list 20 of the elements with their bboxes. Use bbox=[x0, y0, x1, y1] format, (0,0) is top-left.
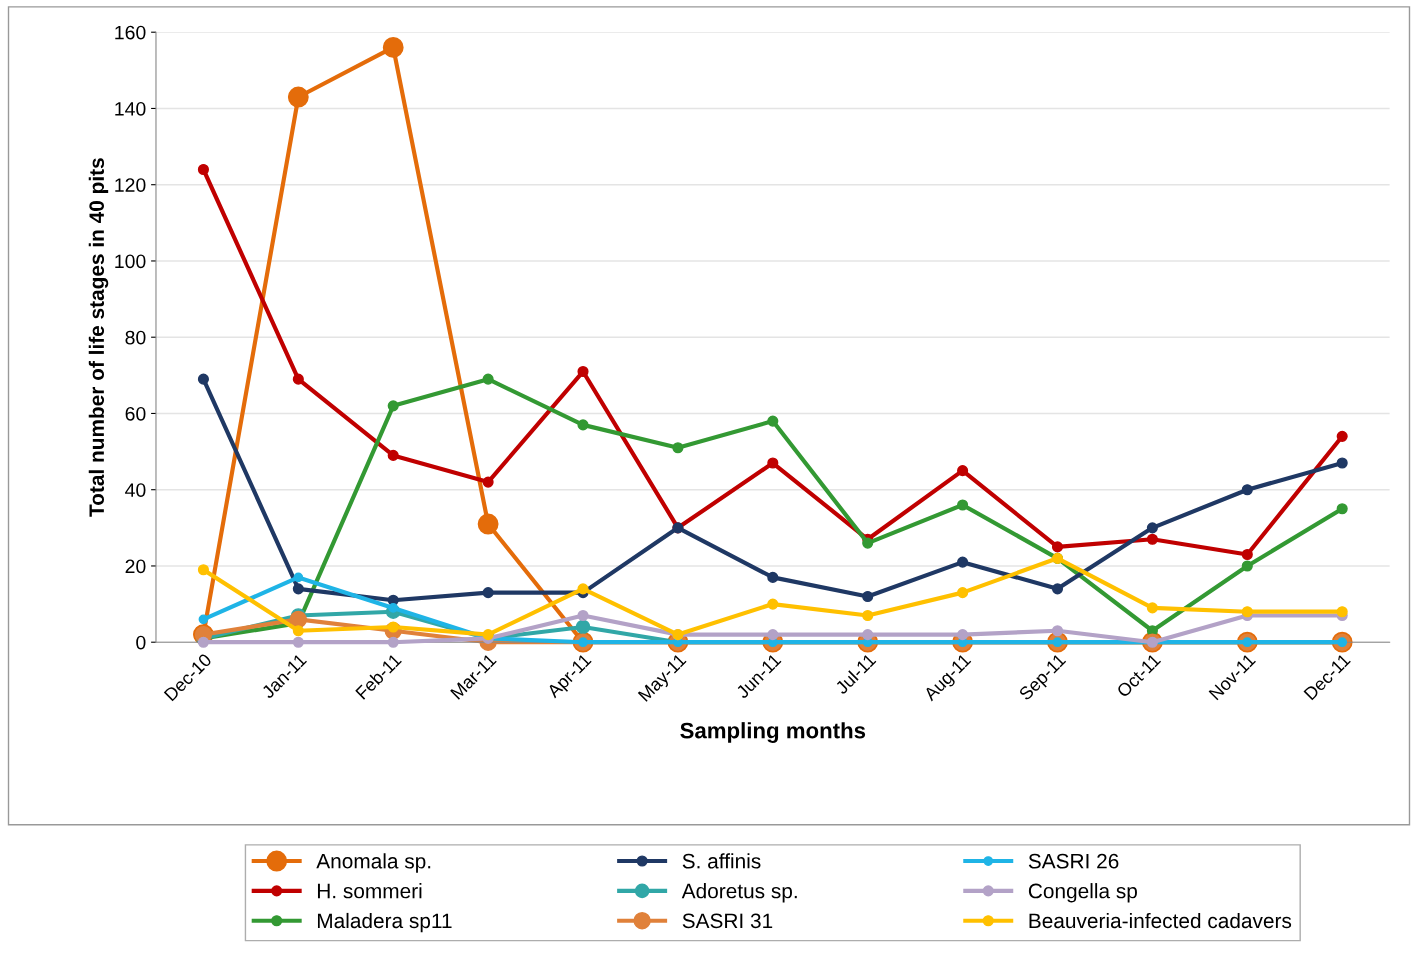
y-tick-label: 160 bbox=[115, 25, 146, 40]
y-tick-label: 20 bbox=[125, 559, 146, 574]
legend-label: Congella sp bbox=[1028, 883, 1137, 903]
y-tick-label: 120 bbox=[115, 178, 146, 192]
y-tick-label: 100 bbox=[115, 254, 146, 269]
y-axis-title: Total number of life stages in 40 pits bbox=[88, 158, 109, 517]
legend-label: S. affinis bbox=[682, 853, 761, 869]
legend-label: SASRI 31 bbox=[682, 913, 773, 929]
y-tick-label: 80 bbox=[125, 330, 146, 345]
y-tick-label: 0 bbox=[136, 635, 146, 650]
y-tick-label: 60 bbox=[125, 406, 146, 421]
legend-label: Beauveria-infected cadavers bbox=[1029, 912, 1292, 929]
legend-label: Adoretus sp. bbox=[681, 883, 797, 903]
x-axis-title: Sampling months bbox=[680, 722, 866, 743]
legend-label: Maladera sp11 bbox=[317, 912, 452, 933]
legend-label: H. sommeri bbox=[317, 883, 422, 899]
legend-label: SASRI 26 bbox=[1028, 853, 1119, 869]
legend-label: Anomala sp. bbox=[316, 853, 431, 873]
y-tick-label: 140 bbox=[115, 101, 146, 116]
y-tick-label: 40 bbox=[125, 483, 146, 497]
